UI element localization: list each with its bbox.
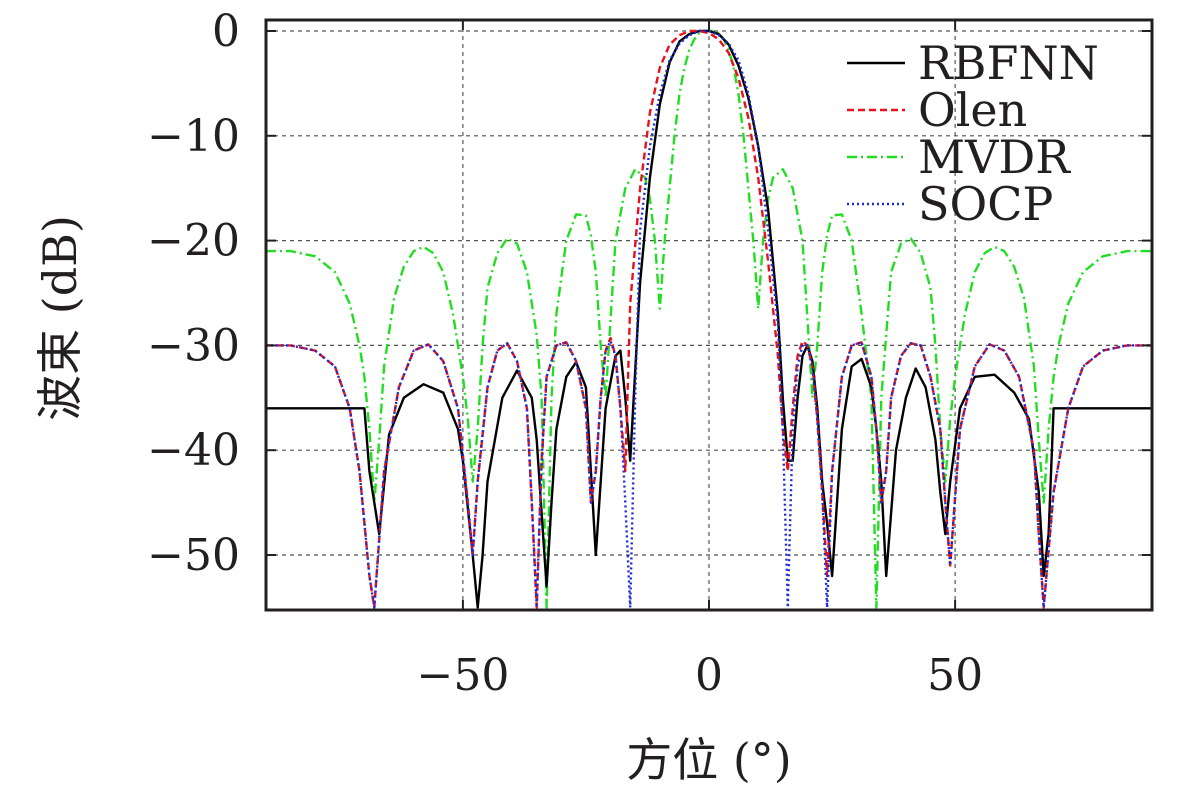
- x-tick-label: 50: [927, 650, 983, 701]
- y-axis-title: 波束 (dB): [33, 215, 87, 421]
- legend-label-mvdr: MVDR: [918, 130, 1071, 184]
- legend-label-rbfnn: RBFNN: [918, 36, 1099, 90]
- series-line-olen: [266, 29, 1152, 609]
- x-tick-label: −50: [416, 650, 509, 701]
- series-layer: [266, 29, 1152, 609]
- tick-marks: [266, 20, 1152, 610]
- y-tick-label: −20: [147, 216, 240, 267]
- y-tick-label: −30: [147, 320, 240, 371]
- x-axis-title: 方位 (°): [626, 733, 792, 787]
- series-line-socp: [266, 29, 1152, 609]
- y-tick-label: −50: [147, 530, 240, 581]
- y-tick-label: −10: [147, 111, 240, 162]
- y-tick-label: 0: [212, 6, 240, 57]
- legend-label-olen: Olen: [918, 83, 1027, 137]
- legend-label-socp: SOCP: [918, 177, 1053, 231]
- x-tick-labels: −50 0 50: [416, 650, 983, 701]
- x-tick-label: 0: [695, 650, 723, 701]
- series-line-rbfnn: [266, 29, 1152, 609]
- y-tick-label: −40: [147, 425, 240, 476]
- y-tick-labels: 0 −10 −20 −30 −40 −50: [147, 6, 240, 581]
